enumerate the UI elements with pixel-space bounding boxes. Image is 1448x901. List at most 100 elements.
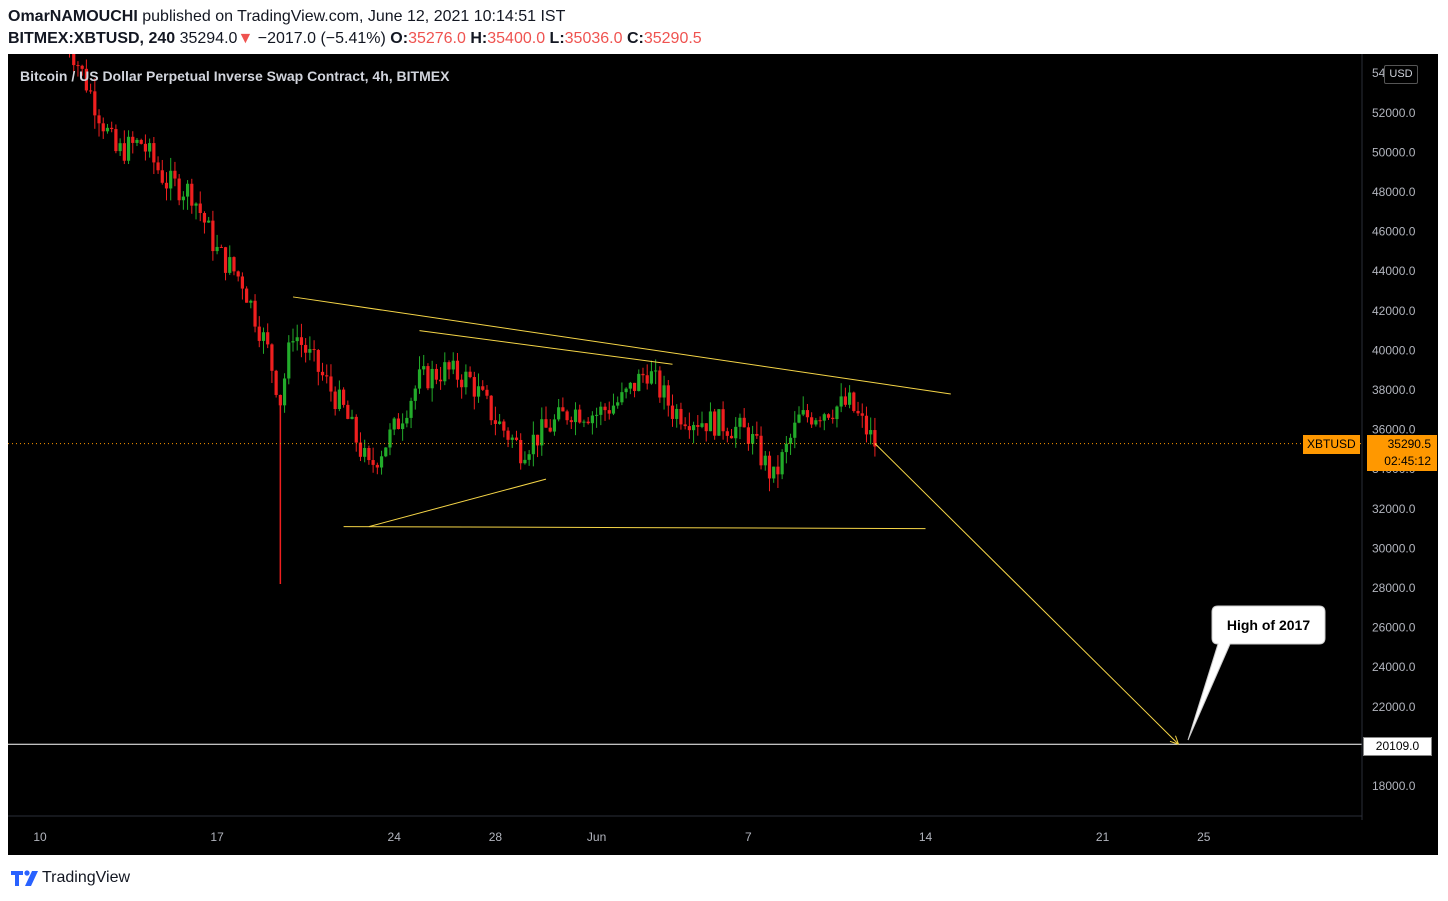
candle-body: [350, 416, 354, 419]
candle-body: [156, 162, 160, 171]
candle-body: [118, 143, 122, 152]
candle-body: [869, 430, 873, 435]
callout-label: High of 2017: [1226, 617, 1311, 633]
candle-body: [417, 369, 422, 389]
tradingview-logo-icon[interactable]: [10, 868, 40, 888]
candle-body: [616, 402, 620, 406]
candle-body: [363, 447, 367, 457]
candle-body: [405, 417, 409, 424]
bar-countdown: 02:45:12: [1384, 454, 1431, 468]
candle-body: [422, 366, 426, 370]
candle-body: [379, 456, 384, 468]
y-tick-label: 40000.0: [1372, 343, 1416, 357]
projection-arrow: [874, 443, 1179, 745]
candle-body: [595, 414, 599, 416]
candle-body: [358, 442, 363, 457]
candle-body: [544, 419, 548, 428]
candle-body: [451, 360, 455, 370]
candle-body: [413, 388, 417, 401]
current-price-badge: 35290.5 02:45:12: [1367, 435, 1437, 471]
candle-body: [603, 406, 607, 411]
chart-panel[interactable]: 18000.020000.022000.024000.026000.028000…: [8, 54, 1438, 855]
high-value: 35400.0: [487, 30, 546, 47]
candle-body: [177, 178, 181, 201]
high-label: H:: [470, 30, 488, 47]
candle-body: [759, 435, 763, 466]
x-tick-label: 10: [33, 830, 47, 844]
rising-line: [368, 478, 547, 528]
candle-body: [578, 409, 582, 423]
candle-body: [245, 288, 249, 303]
candle-body: [438, 379, 443, 382]
candle-body: [164, 182, 169, 189]
candle-body: [514, 437, 519, 440]
open-label: O:: [390, 30, 409, 47]
candle-body: [460, 379, 464, 388]
candle-body: [670, 405, 675, 419]
candle-body: [101, 123, 105, 132]
drawings-layer: [8, 296, 1362, 745]
candle-body: [84, 68, 88, 91]
candle-body: [662, 385, 666, 398]
candle-body: [788, 437, 793, 444]
axes-layer: 18000.020000.022000.024000.026000.028000…: [8, 54, 1416, 844]
currency-button[interactable]: USD: [1384, 65, 1418, 84]
candle-body: [295, 337, 299, 342]
x-tick-label: Jun: [587, 830, 606, 844]
candle-body: [447, 362, 451, 370]
candle-body: [510, 437, 514, 440]
candle-body: [485, 389, 489, 396]
candle-body: [249, 300, 253, 303]
candle-body: [527, 454, 531, 460]
candle-body: [582, 421, 586, 423]
candle-body: [139, 139, 143, 144]
low-label: L:: [549, 30, 565, 47]
candle-body: [569, 420, 573, 423]
candle-body: [797, 414, 801, 423]
candle-body: [848, 392, 852, 405]
tradingview-brand[interactable]: TradingView: [42, 869, 131, 886]
price-chart[interactable]: 18000.020000.022000.024000.026000.028000…: [8, 54, 1438, 855]
candle-body: [873, 430, 877, 447]
candle-body: [430, 368, 434, 389]
candle-body: [333, 391, 337, 410]
ohlc-line: BITMEX:XBTUSD, 240 35294.0▼ −2017.0 (−5.…: [8, 30, 702, 48]
candle-body: [207, 220, 211, 223]
open-value: 35276.0: [408, 30, 466, 47]
candle-body: [211, 220, 215, 252]
candle-body: [261, 332, 266, 341]
candle-body: [818, 420, 822, 422]
candle-body: [502, 421, 506, 431]
candle-body: [266, 332, 270, 345]
footer: TradingView: [0, 855, 1448, 901]
candle-body: [371, 460, 375, 465]
y-tick-label: 38000.0: [1372, 383, 1416, 397]
candle-body: [169, 170, 173, 189]
candle-body: [190, 183, 194, 206]
inner-trendline: [419, 330, 673, 365]
candle-body: [270, 344, 274, 371]
candle-body: [654, 370, 658, 372]
candle-body: [392, 418, 396, 430]
candle-body: [185, 183, 190, 197]
candle-body: [308, 349, 312, 353]
current-price-value: 35290.5: [1387, 437, 1431, 451]
candle-body: [72, 54, 76, 66]
author-name[interactable]: OmarNAMOUCHI: [8, 8, 138, 25]
candle-body: [493, 420, 497, 424]
candle-body: [143, 143, 148, 152]
last-price: 35294.0: [179, 30, 238, 47]
candle-body: [320, 371, 325, 376]
candle-body: [852, 392, 856, 411]
candle-body: [316, 350, 320, 372]
candle-body: [586, 421, 590, 424]
candle-body: [367, 447, 371, 461]
candle-body: [675, 408, 679, 419]
candle-body: [97, 115, 101, 124]
candle-body: [810, 417, 814, 425]
candle-body: [552, 419, 557, 432]
candle-body: [89, 90, 93, 92]
symbol-price-badge: XBTUSD: [1303, 435, 1360, 454]
candle-body: [683, 424, 687, 427]
y-tick-label: 48000.0: [1372, 185, 1416, 199]
